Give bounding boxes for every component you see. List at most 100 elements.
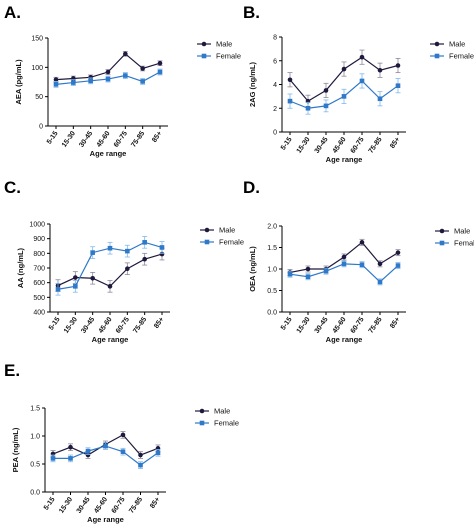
legend-female-label: Female (216, 52, 241, 61)
y-tick-label: 1.5 (30, 406, 40, 413)
female-data-point (341, 261, 347, 267)
legend-female-marker (201, 53, 207, 59)
female-data-point (287, 98, 293, 104)
legend-male-marker (204, 227, 210, 233)
male-data-point (395, 63, 401, 68)
female-data-point (73, 284, 78, 289)
male-data-point (377, 67, 383, 73)
male-data-point (123, 51, 128, 57)
y-tick-label: 400 (33, 310, 45, 317)
x-tick-label: 75-85 (128, 496, 144, 515)
x-tick-label: 5-15 (46, 130, 60, 146)
y-tick-label: 0.0 (30, 490, 40, 497)
male-data-point (140, 66, 145, 71)
legend-female-marker (199, 420, 205, 426)
male-data-point (159, 251, 165, 257)
y-tick-label: 2.0 (267, 224, 277, 231)
male-data-point (377, 261, 383, 267)
legend-male-marker (201, 41, 207, 47)
x-tick-label: 60-75 (111, 496, 127, 515)
legend-female-label: Female (449, 52, 474, 61)
male-data-point (53, 77, 59, 82)
male-data-point (68, 444, 73, 450)
male-data-point (73, 275, 78, 280)
female-data-point (107, 245, 113, 251)
x-axis-label: Age range (326, 155, 363, 164)
x-tick-label: 15-30 (63, 316, 79, 335)
male-data-point (341, 254, 347, 260)
x-tick-label: 5-15 (43, 496, 57, 512)
x-tick-label: 30-45 (76, 496, 92, 515)
x-tick-label: 75-85 (368, 316, 384, 335)
y-tick-label: 150 (31, 36, 43, 43)
x-tick-label: 30-45 (314, 136, 330, 155)
y-tick-label: 100 (31, 65, 43, 72)
legend-female-label: Female (214, 419, 239, 428)
x-tick-label: 30-45 (78, 130, 94, 149)
x-tick-label: 15-30 (296, 316, 312, 335)
male-data-point (157, 60, 163, 66)
x-tick-label: 5-15 (48, 316, 62, 332)
male-data-point (85, 452, 91, 458)
male-data-point (90, 275, 95, 281)
x-tick-label: 15-30 (58, 496, 74, 515)
panel-letter: A. (4, 3, 21, 22)
legend-female-marker (434, 53, 440, 59)
female-data-point (103, 443, 108, 449)
y-tick-label: 0.0 (267, 310, 277, 317)
male-data-point (105, 69, 111, 75)
y-tick-label: 0.5 (267, 288, 277, 295)
y-tick-label: 1.0 (267, 267, 277, 274)
female-data-point (90, 250, 95, 255)
legend-male-label: Male (454, 227, 470, 236)
x-tick-label: 85+ (149, 496, 162, 510)
x-tick-label: 15-30 (296, 136, 312, 155)
y-tick-label: 0.5 (30, 462, 40, 469)
legend-male-label: Male (219, 226, 235, 235)
male-data-point (125, 266, 130, 272)
legend-female-label: Female (454, 239, 474, 248)
chart-panel-2: B. 0 2 4 6 8 5-15 15-30 30-45 45-60 60-75 75-85 85+ A… (243, 3, 474, 164)
y-tick-label: 1.5 (267, 245, 277, 252)
male-data-point (287, 77, 293, 83)
female-data-point (55, 286, 61, 292)
y-axis-label: PEA (ng/mL) (11, 427, 20, 472)
male-data-point (323, 88, 329, 93)
x-tick-label: 85+ (153, 316, 166, 330)
x-tick-label: 45-60 (96, 130, 112, 149)
female-data-point (123, 73, 128, 78)
legend-female-marker (204, 239, 210, 245)
x-tick-label: 60-75 (115, 316, 131, 335)
y-axis-label: OEA (ng/mL) (248, 246, 257, 292)
x-tick-label: 5-15 (280, 136, 294, 152)
y-tick-label: 2 (273, 106, 277, 113)
male-data-point (359, 54, 365, 60)
female-data-point (377, 96, 383, 102)
male-data-point (120, 432, 126, 438)
legend-male-label: Male (449, 40, 465, 49)
x-tick-label: 15-30 (61, 130, 77, 149)
x-tick-label: 75-85 (132, 316, 148, 335)
female-data-point (85, 448, 91, 454)
x-axis-label: Age range (90, 149, 127, 158)
chart-panel-4: D. 0.0 0.5 1.0 1.5 2.0 5-15 15-30 30-45 45-60 60-7… (243, 178, 474, 344)
panel-letter: B. (243, 3, 260, 22)
female-data-point (120, 449, 126, 454)
x-tick-label: 45-60 (332, 136, 348, 155)
y-tick-label: 1.0 (30, 434, 40, 441)
legend-female-marker (439, 240, 445, 246)
y-axis-label: 2AG (ng/mL) (248, 62, 257, 107)
male-data-point (395, 250, 401, 255)
legend-male-marker (439, 228, 445, 234)
female-data-point (105, 76, 111, 82)
x-tick-label: 45-60 (93, 496, 109, 515)
x-tick-label: 60-75 (113, 130, 129, 149)
panel-letter: C. (4, 178, 21, 197)
female-data-point (341, 94, 347, 99)
male-data-point (88, 75, 93, 80)
legend-male-label: Male (214, 407, 230, 416)
x-tick-label: 85+ (389, 136, 402, 150)
chart-panel-3: C. 400 500 600 700 800 900 1000 5-15 15-30 30-45 45… (4, 178, 244, 344)
x-tick-label: 75-85 (368, 136, 384, 155)
